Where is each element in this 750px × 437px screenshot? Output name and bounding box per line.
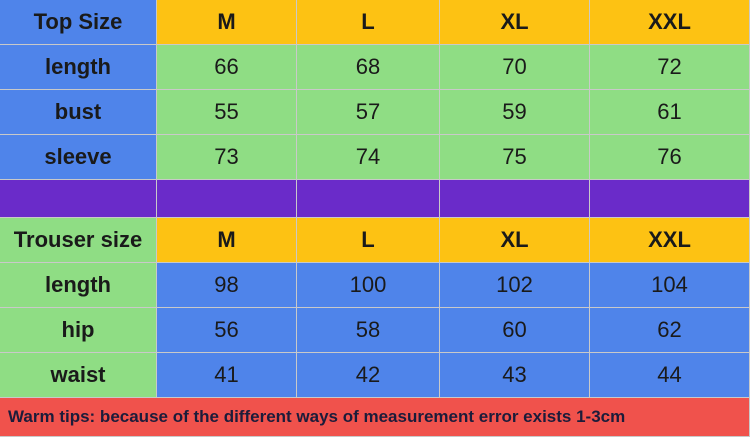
section-title: Trouser size — [0, 218, 157, 263]
measurement: 75 — [440, 135, 590, 180]
measurement: 42 — [297, 353, 440, 398]
row-label: sleeve — [0, 135, 157, 180]
warm-tips: Warm tips: because of the different ways… — [0, 398, 750, 437]
measurement: 58 — [297, 308, 440, 353]
measurement: 102 — [440, 263, 590, 308]
row-label: waist — [0, 353, 157, 398]
measurement: 61 — [590, 90, 750, 135]
divider-band — [157, 180, 297, 218]
measurement: 59 — [440, 90, 590, 135]
measurement: 44 — [590, 353, 750, 398]
size-header: XXL — [590, 218, 750, 263]
divider-band — [590, 180, 750, 218]
measurement: 62 — [590, 308, 750, 353]
measurement: 72 — [590, 45, 750, 90]
size-header: M — [157, 218, 297, 263]
measurement: 57 — [297, 90, 440, 135]
size-header: XL — [440, 218, 590, 263]
row-label: hip — [0, 308, 157, 353]
row-label: length — [0, 263, 157, 308]
row-label: bust — [0, 90, 157, 135]
measurement: 66 — [157, 45, 297, 90]
row-label: length — [0, 45, 157, 90]
measurement: 41 — [157, 353, 297, 398]
measurement: 98 — [157, 263, 297, 308]
size-header: XL — [440, 0, 590, 45]
measurement: 104 — [590, 263, 750, 308]
section-title: Top Size — [0, 0, 157, 45]
measurement: 70 — [440, 45, 590, 90]
measurement: 60 — [440, 308, 590, 353]
measurement: 68 — [297, 45, 440, 90]
divider-band — [297, 180, 440, 218]
measurement: 55 — [157, 90, 297, 135]
size-header: L — [297, 0, 440, 45]
measurement: 100 — [297, 263, 440, 308]
divider-band — [0, 180, 157, 218]
measurement: 73 — [157, 135, 297, 180]
measurement: 56 — [157, 308, 297, 353]
measurement: 76 — [590, 135, 750, 180]
measurement: 43 — [440, 353, 590, 398]
measurement: 74 — [297, 135, 440, 180]
size-header: XXL — [590, 0, 750, 45]
size-header: M — [157, 0, 297, 45]
size-header: L — [297, 218, 440, 263]
divider-band — [440, 180, 590, 218]
